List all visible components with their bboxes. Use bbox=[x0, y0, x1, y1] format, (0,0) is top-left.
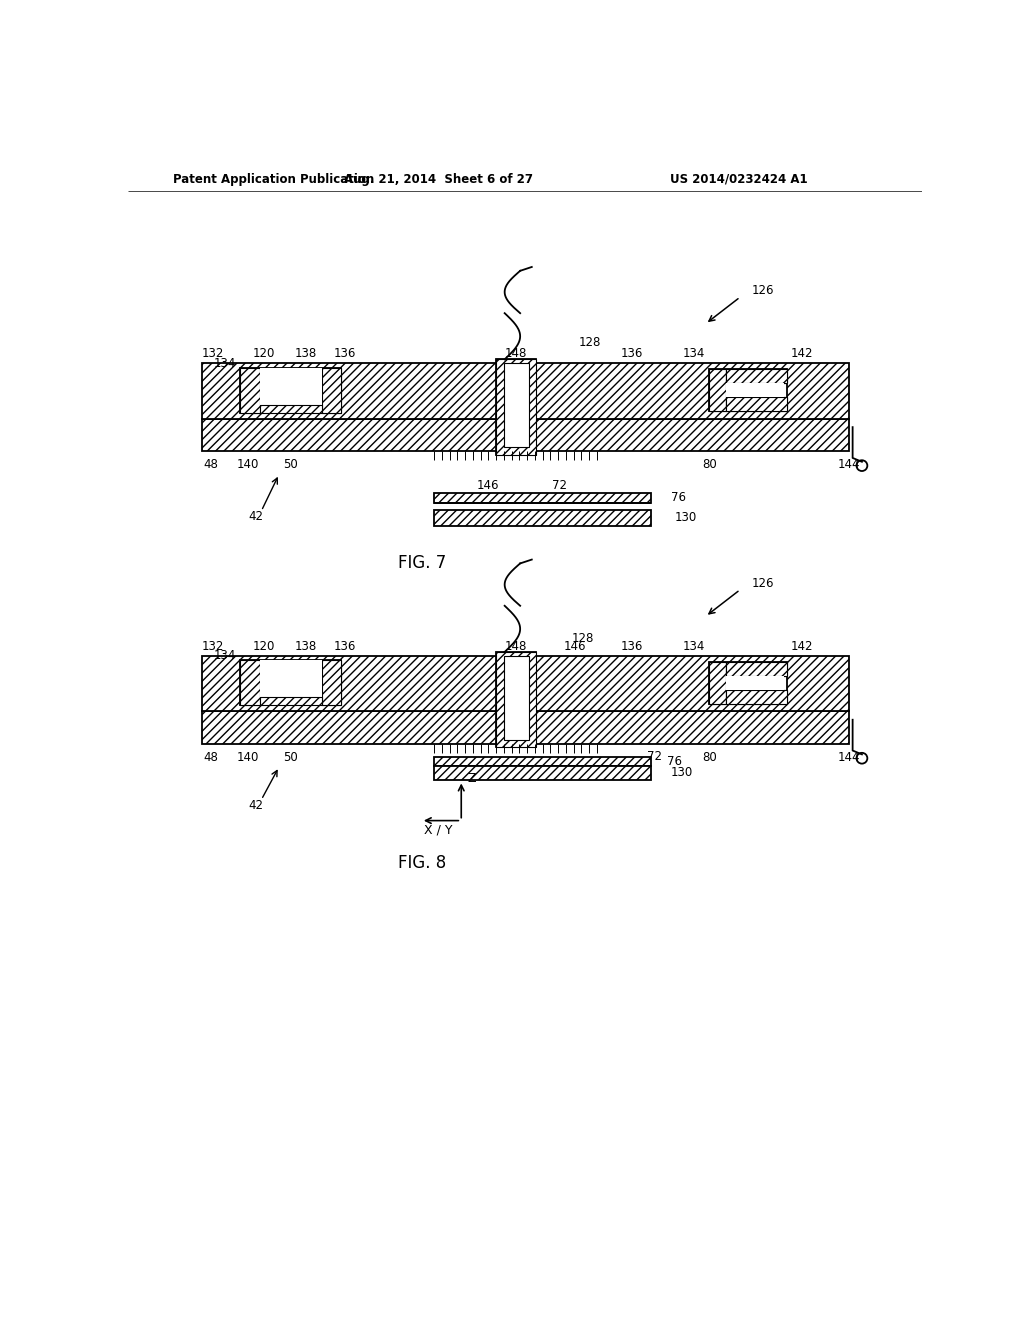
Text: 136: 136 bbox=[334, 640, 356, 653]
Text: 138: 138 bbox=[295, 640, 317, 653]
Text: 144: 144 bbox=[838, 751, 860, 764]
Text: 146: 146 bbox=[477, 479, 500, 492]
Bar bbox=[241, 368, 260, 412]
Text: 138: 138 bbox=[295, 347, 317, 360]
Text: 148: 148 bbox=[505, 347, 527, 360]
Text: 120: 120 bbox=[253, 640, 274, 653]
Bar bbox=[710, 663, 726, 704]
Text: Patent Application Publication: Patent Application Publication bbox=[173, 173, 374, 186]
Bar bbox=[322, 368, 341, 412]
Text: 128: 128 bbox=[579, 335, 601, 348]
Text: 48: 48 bbox=[203, 751, 218, 764]
Bar bbox=[202, 418, 849, 451]
Text: 136: 136 bbox=[621, 347, 643, 360]
Bar bbox=[726, 370, 786, 383]
Bar bbox=[202, 711, 849, 743]
Text: 132: 132 bbox=[202, 347, 224, 360]
Bar bbox=[726, 383, 784, 397]
Text: 134: 134 bbox=[213, 649, 236, 663]
Bar bbox=[434, 494, 651, 503]
Text: 146: 146 bbox=[564, 640, 587, 653]
Text: Z: Z bbox=[467, 772, 476, 785]
Text: 134: 134 bbox=[213, 356, 236, 370]
Bar bbox=[496, 652, 537, 747]
Bar bbox=[710, 663, 786, 704]
Text: 72: 72 bbox=[647, 750, 663, 763]
Bar bbox=[726, 689, 786, 704]
Text: FIG. 8: FIG. 8 bbox=[398, 854, 446, 873]
Text: 80: 80 bbox=[701, 458, 717, 471]
Bar bbox=[496, 359, 537, 455]
Bar bbox=[434, 511, 651, 525]
Text: 72: 72 bbox=[552, 479, 567, 492]
Text: 136: 136 bbox=[334, 347, 356, 360]
Text: 140: 140 bbox=[237, 458, 259, 471]
Bar bbox=[241, 660, 341, 705]
Bar bbox=[726, 663, 786, 676]
Bar bbox=[504, 656, 528, 739]
Bar bbox=[504, 363, 528, 447]
Bar bbox=[434, 766, 651, 780]
Text: 148: 148 bbox=[505, 640, 527, 653]
Bar bbox=[202, 656, 849, 711]
Text: X / Y: X / Y bbox=[424, 824, 453, 837]
Bar bbox=[322, 660, 341, 705]
Bar bbox=[241, 660, 260, 705]
Text: 50: 50 bbox=[284, 751, 298, 764]
Text: 130: 130 bbox=[671, 767, 693, 779]
Bar bbox=[726, 663, 786, 676]
Bar bbox=[710, 370, 726, 411]
Bar bbox=[434, 756, 651, 766]
Bar bbox=[726, 676, 784, 689]
Text: 76: 76 bbox=[671, 491, 685, 504]
Text: 126: 126 bbox=[752, 577, 774, 590]
Text: 128: 128 bbox=[571, 632, 594, 645]
Bar bbox=[726, 689, 786, 704]
Text: 76: 76 bbox=[667, 755, 682, 768]
Text: 48: 48 bbox=[203, 458, 218, 471]
Text: 126: 126 bbox=[752, 284, 774, 297]
Bar bbox=[710, 663, 726, 704]
Bar bbox=[496, 359, 537, 455]
Bar bbox=[241, 660, 260, 705]
Text: Aug. 21, 2014  Sheet 6 of 27: Aug. 21, 2014 Sheet 6 of 27 bbox=[343, 173, 532, 186]
Bar bbox=[260, 697, 322, 705]
Bar bbox=[322, 660, 341, 705]
Bar bbox=[202, 363, 849, 418]
Bar bbox=[496, 652, 537, 747]
Bar bbox=[241, 368, 341, 412]
Text: 134: 134 bbox=[683, 347, 705, 360]
Bar bbox=[726, 397, 786, 411]
Text: 120: 120 bbox=[253, 347, 274, 360]
Text: US 2014/0232424 A1: US 2014/0232424 A1 bbox=[671, 173, 808, 186]
Bar bbox=[710, 370, 786, 411]
Bar bbox=[260, 368, 322, 405]
Text: FIG. 7: FIG. 7 bbox=[398, 553, 446, 572]
Text: 136: 136 bbox=[621, 640, 643, 653]
Bar bbox=[260, 660, 322, 697]
Text: 140: 140 bbox=[237, 751, 259, 764]
Text: 130: 130 bbox=[675, 511, 696, 524]
Text: 42: 42 bbox=[249, 510, 263, 523]
Bar bbox=[726, 397, 786, 411]
Bar bbox=[241, 368, 260, 412]
Text: 42: 42 bbox=[249, 799, 263, 812]
Bar bbox=[260, 405, 322, 412]
Text: 132: 132 bbox=[202, 640, 224, 653]
Text: 50: 50 bbox=[284, 458, 298, 471]
Text: 80: 80 bbox=[701, 751, 717, 764]
Text: 142: 142 bbox=[791, 347, 813, 360]
Bar bbox=[710, 370, 726, 411]
Text: 142: 142 bbox=[791, 640, 813, 653]
Bar bbox=[726, 370, 786, 383]
Text: 134: 134 bbox=[683, 640, 705, 653]
Text: 144: 144 bbox=[838, 458, 860, 471]
Bar bbox=[322, 368, 341, 412]
